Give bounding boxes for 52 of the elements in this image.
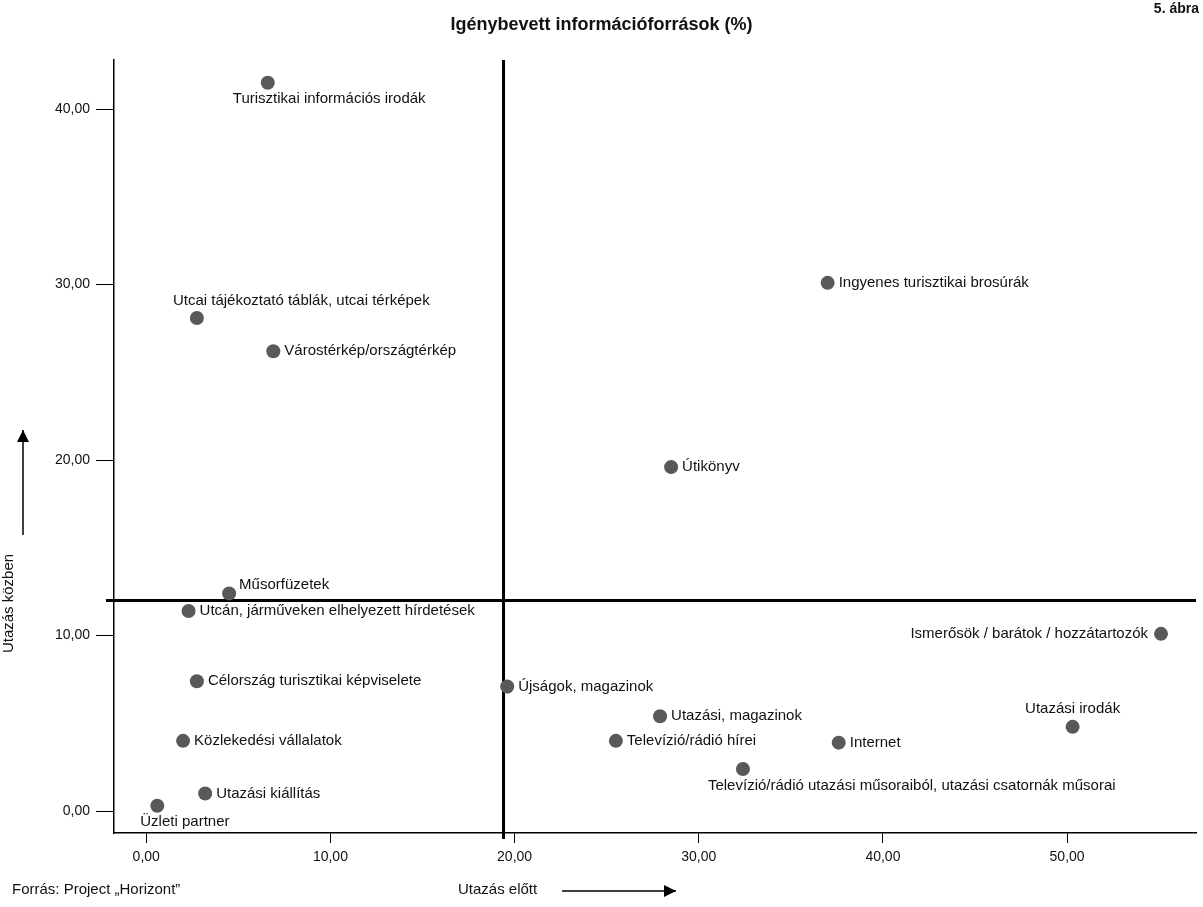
point — [735, 761, 750, 776]
annotation: Utazási, magazinok — [671, 706, 803, 724]
y-tick-label: 0,00 — [62, 801, 91, 818]
y-tick-label: 20,00 — [54, 450, 91, 467]
point — [664, 460, 679, 475]
annotation: Televízió/rádió hírei — [626, 731, 757, 749]
point — [831, 735, 846, 750]
y-tick-label: 10,00 — [54, 626, 91, 643]
annotation: Ismerősök / barátok / hozzátartozók — [910, 623, 1149, 641]
annotation: Üzleti partner — [140, 812, 230, 830]
point — [1065, 719, 1080, 734]
point — [266, 344, 281, 359]
point — [608, 733, 623, 748]
annotation: Turisztikai információs irodák — [232, 89, 427, 107]
annotation: Várostérkép/országtérkép — [284, 341, 457, 359]
y-tick-label: 40,00 — [54, 99, 91, 116]
x-tick-label: 50,00 — [1049, 848, 1085, 865]
annotation: Közlekedési vállalatok — [194, 731, 343, 749]
point — [260, 75, 275, 90]
annotation: Ingyenes turisztikai brosúrák — [838, 273, 1030, 290]
x-tick-label: 0,00 — [132, 848, 161, 865]
x-axis-title: Utazás előtt — [458, 880, 538, 897]
annotation: Utazási irodák — [1025, 699, 1121, 717]
text: 5. ábra — [1153, 0, 1199, 16]
y-tick-label: 30,00 — [54, 275, 91, 292]
y-axis-title: Utazás közben — [0, 553, 17, 654]
annotation: Televízió/rádió utazási műsoraiból, utazási csatornák műsorai — [707, 775, 1116, 793]
annotation: Újságok, magazinok — [518, 676, 654, 694]
point — [181, 604, 196, 619]
annotation: Internet — [849, 732, 902, 750]
chart-title: Igénybevett információforrások (%) — [450, 14, 753, 34]
point — [222, 586, 237, 601]
x-tick-label: 20,00 — [497, 848, 533, 865]
point — [820, 275, 835, 290]
x-tick-label: 10,00 — [312, 848, 349, 865]
annotation: Utcán, járműveken elhelyezett hírdetések — [199, 601, 476, 619]
point — [500, 679, 515, 694]
point — [653, 709, 668, 724]
point — [198, 786, 213, 801]
text: Forrás: Project „Horizont” — [12, 880, 181, 897]
point — [176, 733, 191, 748]
annotation: Célország turisztikai képviselete — [207, 671, 422, 689]
annotation: Utazási kiállítás — [216, 783, 321, 801]
annotation: Utcai tájékoztató táblák, utcai térképek — [172, 290, 431, 308]
annotation: Műsorfüzetek — [239, 575, 330, 593]
x-tick-label: 40,00 — [865, 848, 901, 865]
point — [1154, 626, 1169, 641]
annotation: Útikönyv — [682, 457, 741, 475]
point — [150, 798, 165, 813]
point — [189, 674, 204, 689]
point — [189, 310, 204, 325]
x-tick-label: 30,00 — [681, 848, 717, 865]
